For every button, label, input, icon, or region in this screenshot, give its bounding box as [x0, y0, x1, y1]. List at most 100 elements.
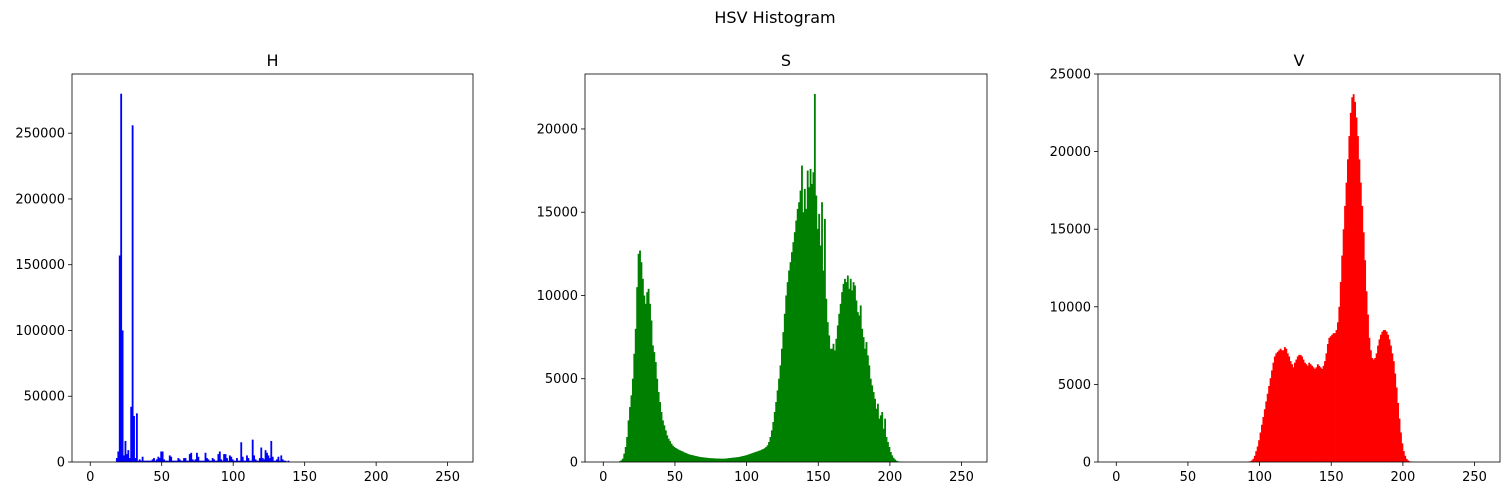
bar-v-143 — [1321, 368, 1324, 462]
bar-h-107 — [243, 460, 246, 462]
bar-s-59 — [687, 454, 690, 462]
bar-s-32 — [649, 303, 651, 462]
bar-s-114 — [766, 445, 769, 462]
bar-s-61 — [690, 455, 693, 462]
bar-s-174 — [852, 282, 855, 462]
bar-v-162 — [1348, 136, 1351, 462]
axes-frame-s — [584, 73, 988, 463]
bar-v-179 — [1372, 359, 1375, 462]
bar-s-64 — [694, 456, 697, 462]
bar-s-16 — [626, 437, 629, 462]
bar-s-41 — [662, 420, 664, 462]
bar-s-31 — [647, 288, 650, 462]
bar-h-32 — [135, 413, 138, 462]
bar-v-104 — [1265, 401, 1268, 462]
bar-v-178 — [1371, 358, 1374, 462]
bar-h-113 — [251, 439, 254, 462]
bar-s-130 — [789, 262, 792, 462]
y-tick-label-s-20000: 20000 — [537, 122, 578, 137]
bar-s-156 — [826, 322, 829, 462]
bar-v-170 — [1359, 182, 1362, 462]
bar-s-125 — [782, 332, 785, 462]
bar-v-172 — [1362, 232, 1365, 462]
bar-h-19 — [117, 451, 120, 462]
bar-s-164 — [838, 313, 841, 462]
bar-h-122 — [264, 450, 267, 462]
bar-v-197 — [1398, 418, 1401, 462]
bar-h-92 — [221, 460, 224, 462]
bar-v-191 — [1390, 345, 1392, 462]
bar-s-11 — [619, 461, 621, 462]
bar-s-30 — [646, 292, 649, 462]
bar-s-37 — [656, 378, 659, 462]
y-tick-label-v-10000: 10000 — [1050, 300, 1091, 315]
bar-h-106 — [241, 456, 244, 462]
bar-v-168 — [1357, 136, 1359, 462]
bar-s-110 — [760, 449, 763, 462]
bar-s-158 — [829, 348, 832, 462]
bar-v-163 — [1349, 112, 1352, 463]
bar-h-83 — [208, 460, 211, 462]
bar-v-107 — [1269, 378, 1272, 462]
bar-s-162 — [835, 338, 838, 462]
bar-h-77 — [200, 460, 203, 462]
bar-h-56 — [170, 456, 173, 462]
bar-s-42 — [663, 425, 666, 462]
bar-s-49 — [673, 447, 676, 462]
bar-h-136 — [284, 460, 287, 462]
bar-s-145 — [811, 183, 813, 462]
bar-v-150 — [1331, 334, 1334, 462]
bar-v-132 — [1305, 364, 1308, 462]
bar-s-34 — [652, 345, 654, 462]
y-tick-label-v-15000: 15000 — [1050, 223, 1091, 238]
bar-s-190 — [875, 408, 878, 462]
bar-h-43 — [151, 459, 154, 462]
bar-v-151 — [1332, 333, 1335, 462]
bar-h-49 — [160, 451, 163, 462]
bar-h-135 — [283, 460, 286, 462]
axes-frame-v — [1097, 73, 1501, 463]
bar-s-201 — [891, 455, 894, 462]
bar-h-115 — [254, 459, 257, 462]
bar-h-72 — [193, 460, 195, 462]
bar-s-120 — [775, 402, 778, 462]
bar-s-45 — [667, 438, 670, 462]
bar-s-105 — [753, 452, 756, 462]
bar-s-23 — [636, 287, 639, 462]
bar-s-186 — [869, 378, 872, 462]
figure-suptitle: HSV Histogram — [714, 8, 835, 27]
bar-v-152 — [1334, 333, 1336, 462]
bar-v-115 — [1281, 350, 1283, 462]
bar-h-114 — [253, 455, 256, 462]
bar-s-195 — [882, 428, 885, 462]
bar-v-159 — [1344, 205, 1346, 463]
bar-s-58 — [686, 453, 689, 462]
bar-v-96 — [1253, 455, 1256, 462]
bar-h-55 — [168, 455, 171, 462]
bar-s-155 — [825, 298, 828, 462]
y-tick-label-v-25000: 25000 — [1050, 68, 1091, 83]
bar-s-196 — [884, 418, 886, 462]
bar-v-122 — [1291, 364, 1293, 462]
bar-v-182 — [1377, 345, 1379, 462]
bar-v-128 — [1299, 354, 1302, 462]
bar-v-108 — [1271, 370, 1273, 462]
bar-v-189 — [1387, 334, 1389, 462]
bar-s-55 — [682, 451, 684, 462]
bar-s-103 — [750, 453, 753, 462]
bar-v-184 — [1379, 334, 1382, 462]
bar-v-177 — [1369, 350, 1372, 462]
bar-s-73 — [707, 458, 710, 462]
x-tick-label-v-50: 50 — [1180, 470, 1197, 485]
bar-s-84 — [723, 458, 726, 462]
bar-s-117 — [770, 430, 773, 462]
bar-s-181 — [862, 337, 865, 462]
panel-s: S 0 50 100 150 200 250 0 5000 10000 15000 20000 — [537, 51, 988, 485]
bar-h-132 — [278, 460, 281, 462]
axes-frame-h — [71, 73, 474, 463]
bar-v-135 — [1309, 364, 1312, 462]
bar-v-109 — [1272, 362, 1275, 462]
bar-s-29 — [644, 303, 647, 462]
bar-h-126 — [270, 440, 273, 462]
